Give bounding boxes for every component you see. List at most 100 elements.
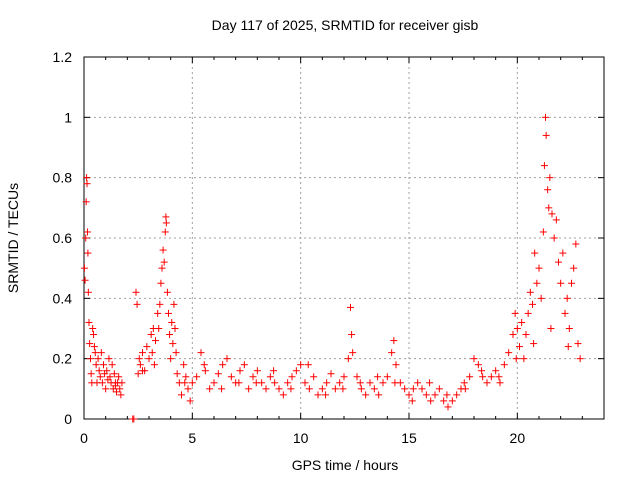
data-point bbox=[163, 288, 171, 296]
data-point bbox=[178, 391, 185, 399]
data-point bbox=[572, 240, 580, 248]
data-point bbox=[401, 385, 409, 393]
data-point bbox=[297, 361, 305, 369]
data-point bbox=[524, 309, 532, 317]
data-point bbox=[548, 210, 556, 218]
data-point bbox=[223, 355, 231, 363]
data-point bbox=[92, 361, 100, 369]
data-point bbox=[443, 391, 451, 399]
data-point bbox=[86, 340, 94, 348]
data-point bbox=[318, 385, 326, 393]
data-point bbox=[279, 391, 287, 399]
data-point bbox=[370, 385, 378, 393]
data-point bbox=[172, 349, 180, 357]
data-point bbox=[550, 234, 558, 242]
data-point bbox=[478, 367, 486, 375]
data-point bbox=[529, 300, 536, 308]
data-point bbox=[184, 385, 192, 393]
data-point bbox=[100, 361, 107, 369]
y-tick-label: 0.4 bbox=[53, 290, 73, 306]
data-point bbox=[111, 379, 119, 387]
data-point bbox=[546, 174, 554, 182]
data-point bbox=[314, 391, 322, 399]
data-point bbox=[155, 325, 163, 332]
data-point bbox=[542, 113, 549, 121]
data-point bbox=[466, 373, 474, 381]
data-point bbox=[492, 367, 500, 375]
data-point bbox=[150, 361, 158, 369]
data-point bbox=[327, 370, 335, 378]
data-point bbox=[339, 385, 347, 393]
data-point bbox=[98, 379, 106, 387]
data-point bbox=[145, 355, 153, 363]
y-tick-label: 0.8 bbox=[53, 170, 73, 186]
data-point bbox=[520, 355, 528, 363]
data-point bbox=[162, 213, 170, 221]
data-point bbox=[262, 385, 270, 393]
data-point bbox=[188, 379, 196, 387]
data-point bbox=[139, 349, 146, 357]
data-point bbox=[82, 198, 90, 206]
data-point bbox=[148, 349, 156, 357]
data-point bbox=[135, 355, 143, 363]
data-point bbox=[392, 361, 400, 369]
data-point bbox=[197, 349, 205, 357]
y-tick-label: 1 bbox=[64, 109, 72, 125]
data-point bbox=[84, 288, 92, 296]
data-point bbox=[391, 379, 399, 387]
data-point bbox=[180, 361, 188, 369]
data-point bbox=[266, 373, 274, 381]
data-point bbox=[518, 318, 526, 326]
data-point bbox=[301, 379, 309, 387]
data-point bbox=[540, 162, 548, 170]
data-point bbox=[305, 385, 313, 393]
data-point bbox=[427, 397, 435, 405]
data-point bbox=[130, 415, 138, 423]
data-point bbox=[516, 343, 523, 351]
data-point bbox=[136, 361, 144, 369]
x-axis-label: GPS time / hours bbox=[292, 457, 399, 473]
data-point bbox=[165, 309, 172, 317]
data-point bbox=[544, 186, 552, 194]
data-point bbox=[348, 331, 356, 339]
data-point bbox=[356, 379, 364, 387]
data-point bbox=[474, 361, 482, 369]
data-point bbox=[171, 325, 179, 332]
data-point bbox=[236, 367, 244, 375]
data-point bbox=[82, 234, 90, 242]
y-tick-label: 1.2 bbox=[53, 49, 73, 65]
axis-ticks: 0 5 10 15 20 0 0.2 0.4 0.6 0.8 1 1.2 bbox=[53, 49, 604, 446]
data-point bbox=[94, 355, 102, 363]
data-point bbox=[440, 397, 448, 405]
data-point bbox=[97, 349, 105, 357]
data-point bbox=[533, 279, 541, 287]
data-point bbox=[181, 379, 189, 387]
data-point bbox=[547, 325, 555, 332]
data-point bbox=[162, 219, 170, 227]
data-point bbox=[340, 373, 348, 381]
data-point bbox=[133, 300, 141, 308]
data-point bbox=[95, 367, 103, 375]
data-point bbox=[574, 340, 582, 348]
data-point bbox=[331, 385, 339, 393]
data-point bbox=[143, 343, 151, 351]
data-point bbox=[388, 349, 396, 357]
data-point bbox=[555, 258, 562, 266]
data-point bbox=[271, 379, 279, 387]
data-point bbox=[414, 379, 422, 387]
data-point bbox=[182, 373, 190, 381]
data-point bbox=[227, 373, 235, 381]
data-point bbox=[200, 361, 208, 369]
data-point bbox=[292, 367, 300, 375]
data-points bbox=[80, 113, 584, 423]
data-point bbox=[426, 379, 434, 387]
data-point bbox=[568, 279, 575, 287]
data-point bbox=[479, 373, 487, 381]
x-tick-label: 20 bbox=[510, 430, 526, 446]
data-point bbox=[83, 174, 91, 182]
data-point bbox=[559, 249, 567, 257]
data-point bbox=[249, 373, 257, 381]
data-point bbox=[240, 361, 248, 369]
